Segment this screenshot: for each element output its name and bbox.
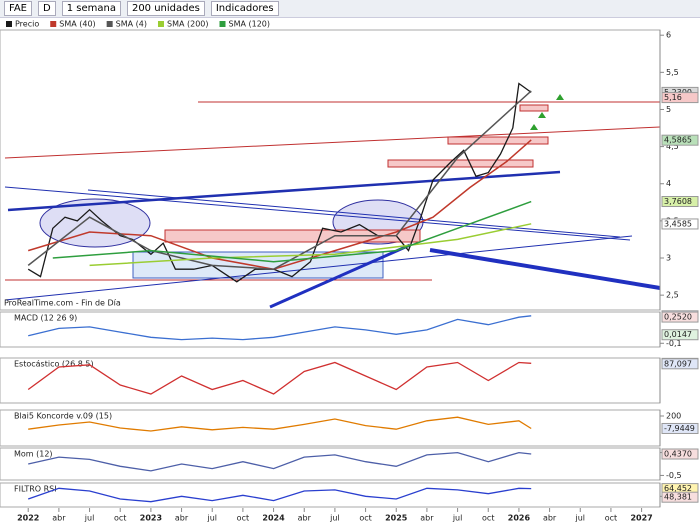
price-label: 3,7608 (664, 197, 692, 206)
x-tick-label: 2023 (140, 514, 162, 523)
y-tick-label: 200 (666, 412, 681, 421)
series-line (28, 416, 532, 432)
x-tick-label: abr (420, 514, 434, 523)
price-label-box (661, 358, 699, 370)
price-label: 5,16 (664, 93, 682, 102)
period[interactable]: 1 semana (61, 1, 121, 16)
panel-title: Mom (12) (14, 450, 53, 459)
legend-label: SMA (40) (59, 20, 95, 29)
x-tick-label: oct (359, 514, 371, 523)
price-label: 0,0147 (664, 330, 692, 339)
y-tick-label: -0,1 (666, 339, 682, 348)
toolbar: FAE D 1 semana 200 unidades Indicadores (0, 0, 700, 18)
series-line (52, 200, 532, 263)
x-tick-label: jul (329, 514, 340, 523)
legend-swatch (50, 21, 57, 27)
y-tick-label: 5 (666, 105, 671, 114)
series-line (89, 223, 532, 267)
price-label-box (661, 196, 699, 208)
legend-swatch (106, 21, 113, 27)
x-tick-label: 2026 (508, 514, 531, 523)
x-tick-label: abr (175, 514, 189, 523)
price-label: 87,097 (664, 359, 692, 368)
y-tick-label: -0,5 (666, 471, 682, 480)
x-tick-label: 2022 (17, 514, 39, 523)
y-tick-label: 2,5 (666, 291, 679, 300)
panel-title: Estocástico (26 8 5) (14, 360, 94, 369)
series-line (27, 82, 532, 283)
price-label-box (661, 491, 699, 503)
price-label: 3,4585 (664, 219, 692, 228)
x-tick-label: 2025 (385, 514, 408, 523)
series-line (27, 90, 532, 270)
legend-swatch (219, 21, 226, 27)
x-tick-label: jul (452, 514, 463, 523)
price-label: -7,9449 (664, 424, 695, 433)
series-line (28, 315, 532, 341)
x-tick-label: 2027 (630, 514, 652, 523)
y-tick-label: 6 (666, 31, 671, 40)
legend-swatch (157, 21, 164, 27)
price-label-box (661, 134, 699, 146)
indicators[interactable]: Indicadores (210, 1, 279, 16)
x-tick-label: oct (482, 514, 494, 523)
price-label-box (661, 311, 699, 323)
price-label-box (661, 329, 699, 341)
symbol[interactable]: FAE (4, 1, 32, 16)
x-tick-label: abr (52, 514, 66, 523)
x-tick-label: jul (575, 514, 586, 523)
series-line (27, 139, 532, 270)
x-tick-label: oct (605, 514, 617, 523)
panel (0, 447, 661, 481)
mode[interactable]: D (38, 1, 56, 16)
series-line (28, 451, 532, 472)
x-tick-label: 2024 (262, 514, 285, 523)
x-tick-label: oct (114, 514, 126, 523)
x-tick-label: oct (237, 514, 249, 523)
legend-swatch (6, 21, 12, 27)
units[interactable]: 200 unidades (126, 1, 205, 16)
price-label-box (661, 448, 699, 460)
price-label: 0,2520 (664, 313, 692, 322)
price-label-box (661, 218, 699, 230)
price-label-box (661, 422, 699, 434)
legend-label: Precio (15, 20, 39, 29)
legend-label: SMA (120) (229, 20, 271, 29)
x-tick-label: abr (298, 514, 312, 523)
legend: Precio SMA (40) SMA (4) SMA (200) SMA (120) (6, 20, 270, 29)
series-line (27, 361, 532, 395)
panel (0, 357, 661, 404)
panel-title: MACD (12 26 9) (14, 314, 77, 323)
panel (0, 311, 661, 348)
y-tick-label: 5,5 (666, 68, 679, 77)
legend-label: SMA (4) (116, 20, 147, 29)
price-label-box (661, 92, 699, 104)
y-tick-label: 3 (666, 254, 671, 263)
source: ProRealTime.com - Fin de Día (4, 299, 121, 308)
panel-title: Blai5 Koncorde v.09 (15) (14, 412, 112, 421)
legend-label: SMA (200) (167, 20, 209, 29)
price-label: 48,381 (664, 493, 692, 502)
panel-title: FILTRO RSI (14, 485, 57, 494)
drawings (4, 94, 661, 309)
price-label: 64,452 (664, 484, 692, 493)
x-tick-label: jul (206, 514, 217, 523)
price-label: 4,5865 (664, 136, 692, 145)
series-line (27, 487, 532, 503)
panel (0, 482, 661, 508)
x-tick-label: jul (84, 514, 95, 523)
price-label: 0,4370 (664, 450, 692, 459)
y-tick-label: 4 (666, 179, 671, 188)
y-tick-label: 4,5 (666, 142, 679, 151)
x-tick-label: abr (543, 514, 557, 523)
